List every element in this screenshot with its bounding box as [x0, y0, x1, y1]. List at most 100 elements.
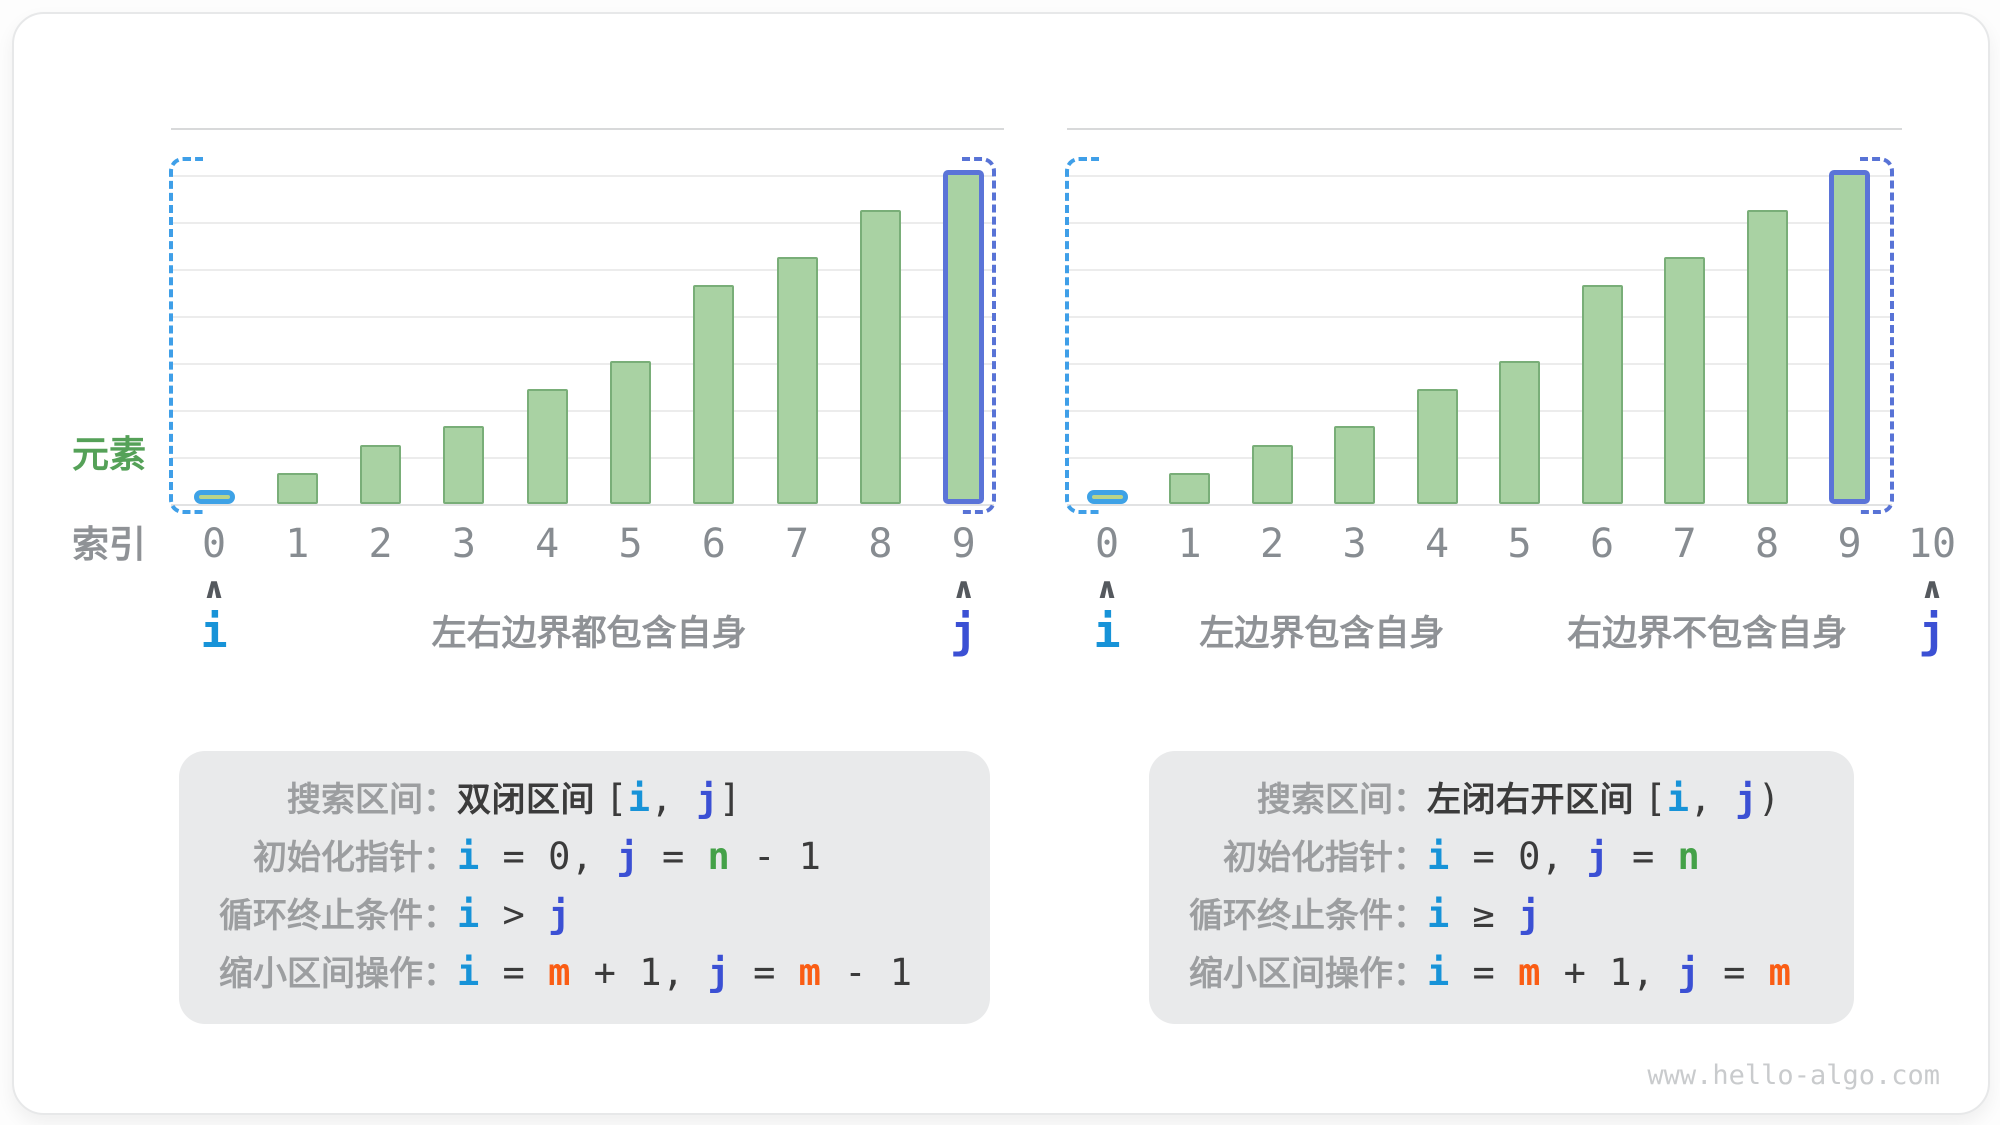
formula-token: = 0, — [1449, 835, 1587, 878]
legend-box-closed-interval: 搜索区间： 双闭区间 [i, j] 初始化指针： i = 0, j = n - 1 循环… — [179, 751, 990, 1024]
bar-index-8 — [859, 210, 901, 504]
formula-token: = 0, — [479, 835, 617, 878]
gridline — [1067, 410, 1892, 412]
bar-index-5 — [1499, 361, 1540, 504]
index-label-1: 1 — [285, 521, 310, 567]
interval-bracket-right-j — [962, 157, 996, 514]
legend-row-formula: i ≥ j — [1427, 891, 1541, 939]
pointer-caret-j: ∧ — [1920, 573, 1944, 605]
gridline — [1067, 175, 1892, 177]
pointer-caret-i: ∧ — [1095, 573, 1119, 605]
formula-token: i — [1666, 777, 1690, 820]
legend-row-label: 初始化指针： — [253, 839, 457, 877]
formula-token: j — [1518, 893, 1541, 936]
bar-index-0 — [193, 490, 235, 504]
index-label-5: 5 — [1507, 521, 1532, 567]
index-label-3: 3 — [1342, 521, 1367, 567]
interval-annotation-0: 左边界包含自身 — [1199, 614, 1445, 653]
bar-index-6 — [1581, 285, 1623, 504]
bar-index-7 — [776, 257, 818, 504]
formula-token: n — [707, 835, 731, 878]
legend-row-3: 缩小区间操作： i = m + 1, j = m — [1149, 949, 1854, 997]
bar-index-5 — [610, 361, 651, 504]
gridline — [171, 222, 994, 224]
interval-bracket-left-i — [169, 157, 203, 514]
formula-token: j — [1586, 835, 1610, 878]
index-label-6: 6 — [701, 521, 726, 567]
bar-index-4 — [1416, 389, 1458, 504]
legend-row-0: 搜索区间： 左闭右开区间 [i, j) — [1149, 775, 1854, 823]
formula-token: + 1, — [570, 951, 708, 994]
bar-index-7 — [1664, 257, 1705, 504]
legend-row-0: 搜索区间： 双闭区间 [i, j] — [179, 775, 990, 823]
formula-token: ≥ — [1449, 893, 1519, 936]
formula-token: = — [1449, 951, 1519, 994]
pointer-label-i: i — [200, 605, 228, 658]
formula-token: i — [457, 951, 480, 994]
interval-annotation-0: 左右边界都包含自身 — [431, 614, 747, 653]
legend-row-2: 循环终止条件： i > j — [179, 891, 990, 939]
formula-token: , — [1689, 777, 1736, 820]
formula-token: ) — [1757, 777, 1781, 820]
formula-token: j — [1677, 951, 1701, 994]
index-label-4: 4 — [1424, 521, 1450, 567]
bar-index-3 — [443, 426, 485, 504]
formula-token: i — [1427, 893, 1450, 936]
legend-box-half-open-interval: 搜索区间： 左闭右开区间 [i, j) 初始化指针： i = 0, j = n 循环终止… — [1149, 751, 1854, 1024]
formula-token: n — [1677, 835, 1701, 878]
formula-token: m — [1518, 951, 1541, 994]
interval-bracket-left-i — [1065, 157, 1099, 514]
index-label-5: 5 — [618, 521, 643, 567]
gridline — [171, 457, 994, 459]
index-label-10: 10 — [1907, 521, 1957, 567]
gridline — [171, 410, 994, 412]
bar-index-1 — [276, 473, 318, 504]
gridline — [171, 504, 994, 506]
legend-row-formula: i = 0, j = n - 1 — [457, 833, 821, 881]
legend-row-formula: 左闭右开区间 [i, j) — [1427, 775, 1781, 824]
interval-annotation-1: 右边界不包含自身 — [1567, 614, 1848, 653]
index-label-3: 3 — [451, 521, 476, 567]
legend-row-formula: 双闭区间 [i, j] — [457, 775, 742, 824]
formula-token: = — [730, 951, 799, 994]
index-label-8: 8 — [1754, 521, 1780, 567]
formula-token: [ — [1643, 777, 1667, 820]
formula-token: = — [639, 835, 708, 878]
interval-bracket-right-j — [1860, 157, 1894, 514]
legend-row-2: 循环终止条件： i ≥ j — [1149, 891, 1854, 939]
gridline — [1067, 504, 1892, 506]
formula-token: - 1 — [730, 835, 822, 878]
formula-token: = — [1609, 835, 1678, 878]
formula-token: j — [707, 951, 731, 994]
gridline — [1067, 316, 1892, 318]
bar-index-2 — [1251, 445, 1293, 504]
legend-row-label: 缩小区间操作： — [219, 955, 457, 993]
gridline — [171, 363, 994, 365]
legend-row-label: 搜索区间： — [1257, 781, 1427, 819]
formula-token: j — [616, 835, 640, 878]
formula-token: j — [696, 777, 719, 820]
legend-row-formula: i = m + 1, j = m - 1 — [457, 949, 913, 997]
formula-token: i — [1427, 835, 1450, 878]
pointer-label-j: j — [1918, 605, 1946, 658]
legend-row-formula: i = 0, j = n — [1427, 833, 1700, 881]
watermark: www.hello-algo.com — [1647, 1060, 1940, 1091]
legend-row-formula: i = m + 1, j = m — [1427, 949, 1791, 997]
index-label-0: 0 — [1094, 521, 1120, 567]
gridline — [171, 316, 994, 318]
formula-token: i — [457, 835, 480, 878]
pointer-caret-i: ∧ — [202, 573, 226, 605]
formula-token: = — [1700, 951, 1769, 994]
index-label-8: 8 — [868, 521, 893, 567]
gridline — [171, 128, 1004, 130]
formula-token: m — [548, 951, 571, 994]
pointer-label-i: i — [1093, 605, 1121, 658]
formula-token: j — [548, 893, 571, 936]
formula-token: + 1, — [1540, 951, 1678, 994]
legend-row-1: 初始化指针： i = 0, j = n - 1 — [179, 833, 990, 881]
formula-token: i — [457, 893, 480, 936]
index-label-9: 9 — [951, 521, 976, 567]
bar-index-6 — [693, 285, 735, 504]
element-axis-label: 元素 — [72, 434, 146, 475]
bar-index-0 — [1086, 490, 1128, 504]
